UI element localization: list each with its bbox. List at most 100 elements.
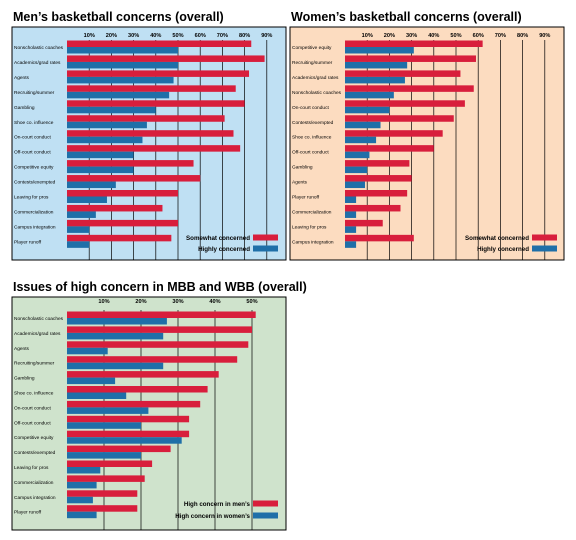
men-bar-secondary	[67, 106, 156, 114]
women-category-label: Off-court conduct	[292, 150, 329, 156]
women-bar-primary	[345, 219, 383, 227]
men-bar-primary	[67, 40, 252, 47]
high-bar-secondary	[67, 481, 97, 489]
men-legend-label: Somewhat concerned	[186, 235, 250, 242]
high-bar-primary	[67, 341, 249, 348]
women-bar-primary	[345, 115, 454, 122]
high-category-label: Shoe co. influence	[14, 391, 54, 397]
high-category-label: Competitive equity	[14, 435, 54, 441]
high-bar-primary	[67, 445, 171, 453]
high-category-label: Nonscholastic coaches	[14, 316, 64, 322]
men-tick-label: 20%	[106, 33, 117, 39]
high-bar-secondary	[67, 347, 108, 355]
women-legend-swatch	[532, 234, 557, 241]
men-bar-secondary	[67, 91, 170, 99]
women-legend-label: Highly concerned	[477, 246, 529, 253]
men-category-label: Recruiting/summer	[14, 90, 55, 96]
men-bar-secondary	[67, 76, 174, 84]
men-bar-primary	[67, 160, 194, 167]
high-category-label: Leaving for pros	[14, 465, 49, 471]
high-bar-primary	[67, 400, 201, 408]
men-bar-secondary	[67, 196, 107, 203]
women-bar-secondary	[345, 151, 370, 159]
women-tick-label: 40%	[428, 33, 439, 39]
high-tick-label: 30%	[172, 299, 183, 305]
women-legend-label: Somewhat concerned	[465, 235, 529, 242]
women-bar-primary	[345, 204, 401, 212]
women-category-label: Recruiting/summer	[292, 60, 333, 66]
women-bar-secondary	[345, 47, 414, 54]
high-bar-secondary	[67, 452, 141, 459]
women-tick-label: 20%	[384, 33, 395, 39]
men-tick-label: 40%	[150, 33, 161, 39]
men-bar-primary	[67, 219, 178, 227]
men-bar-primary	[67, 130, 234, 137]
women-tick-label: 90%	[539, 33, 550, 39]
men-bar-primary	[67, 204, 163, 212]
men-bar-primary	[67, 55, 265, 62]
women-bar-secondary	[345, 181, 365, 189]
men-bar-secondary	[67, 151, 134, 159]
women-bar-primary	[345, 40, 483, 47]
men-bar-secondary	[67, 136, 143, 144]
high-bar-primary	[67, 326, 252, 333]
men-bar-primary	[67, 234, 172, 242]
men-bar-secondary	[67, 61, 178, 69]
women-bar-secondary	[345, 166, 368, 174]
high-bar-secondary	[67, 332, 164, 340]
men-category-label: Gambling	[14, 105, 35, 111]
women-category-label: Contests/exempted	[292, 120, 334, 126]
men-bar-secondary	[67, 121, 147, 129]
women-legend-swatch	[532, 245, 557, 252]
men-category-label: Shoe co. influence	[14, 120, 54, 126]
men-tick-label: 30%	[128, 33, 139, 39]
women-bar-primary	[345, 160, 410, 167]
high-category-label: Gambling	[14, 376, 35, 382]
high-legend-swatch	[253, 500, 278, 507]
high-legend-swatch	[253, 512, 278, 519]
high-bar-primary	[67, 386, 208, 393]
high-tick-label: 50%	[246, 299, 257, 305]
men-bar-primary	[67, 115, 225, 122]
men-tick-label: 90%	[261, 33, 272, 39]
women-bar-secondary	[345, 241, 357, 248]
high-category-label: Contests/exempted	[14, 450, 56, 456]
men-category-label: Off-court conduct	[14, 150, 51, 156]
men-bar-primary	[67, 70, 250, 77]
men-category-label: Agents	[14, 75, 30, 81]
high-tick-label: 20%	[135, 299, 146, 305]
men-category-label: Academics/grad rates	[14, 60, 61, 66]
men-bar-secondary	[67, 211, 96, 218]
high-category-label: Off-court conduct	[14, 420, 51, 426]
high-bar-secondary	[67, 318, 167, 325]
women-bar-primary	[345, 85, 474, 92]
women-category-label: Gambling	[292, 165, 313, 171]
women-tick-label: 10%	[362, 33, 373, 39]
high-bar-secondary	[67, 467, 101, 474]
high-category-label: Recruiting/summer	[14, 361, 55, 367]
women-bar-primary	[345, 145, 434, 152]
men-category-label: Contests/exempted	[14, 180, 56, 186]
men-bar-primary	[67, 145, 241, 152]
high-category-label: Campus integration	[14, 495, 56, 501]
high-bar-secondary	[67, 407, 149, 414]
high-bar-secondary	[67, 496, 93, 504]
high-bar-primary	[67, 356, 238, 363]
high-concern-chart-title: Issues of high concern in MBB and WBB (o…	[13, 280, 307, 294]
high-bar-primary	[67, 505, 138, 512]
high-bar-primary	[67, 371, 219, 378]
women-bar-secondary	[345, 61, 408, 69]
women-category-label: Competitive equity	[292, 45, 332, 51]
high-bar-primary	[67, 415, 190, 423]
high-bar-primary	[67, 311, 256, 318]
women-tick-label: 80%	[517, 33, 528, 39]
high-bar-secondary	[67, 377, 116, 385]
women-bar-secondary	[345, 121, 381, 129]
women-bar-secondary	[345, 226, 357, 233]
women-tick-label: 50%	[450, 33, 461, 39]
high-category-label: On-court conduct	[14, 405, 51, 411]
women-category-label: On-court conduct	[292, 105, 329, 111]
women-category-label: Shoe co. influence	[292, 135, 332, 141]
women-category-label: Academics/grad rates	[292, 75, 339, 81]
